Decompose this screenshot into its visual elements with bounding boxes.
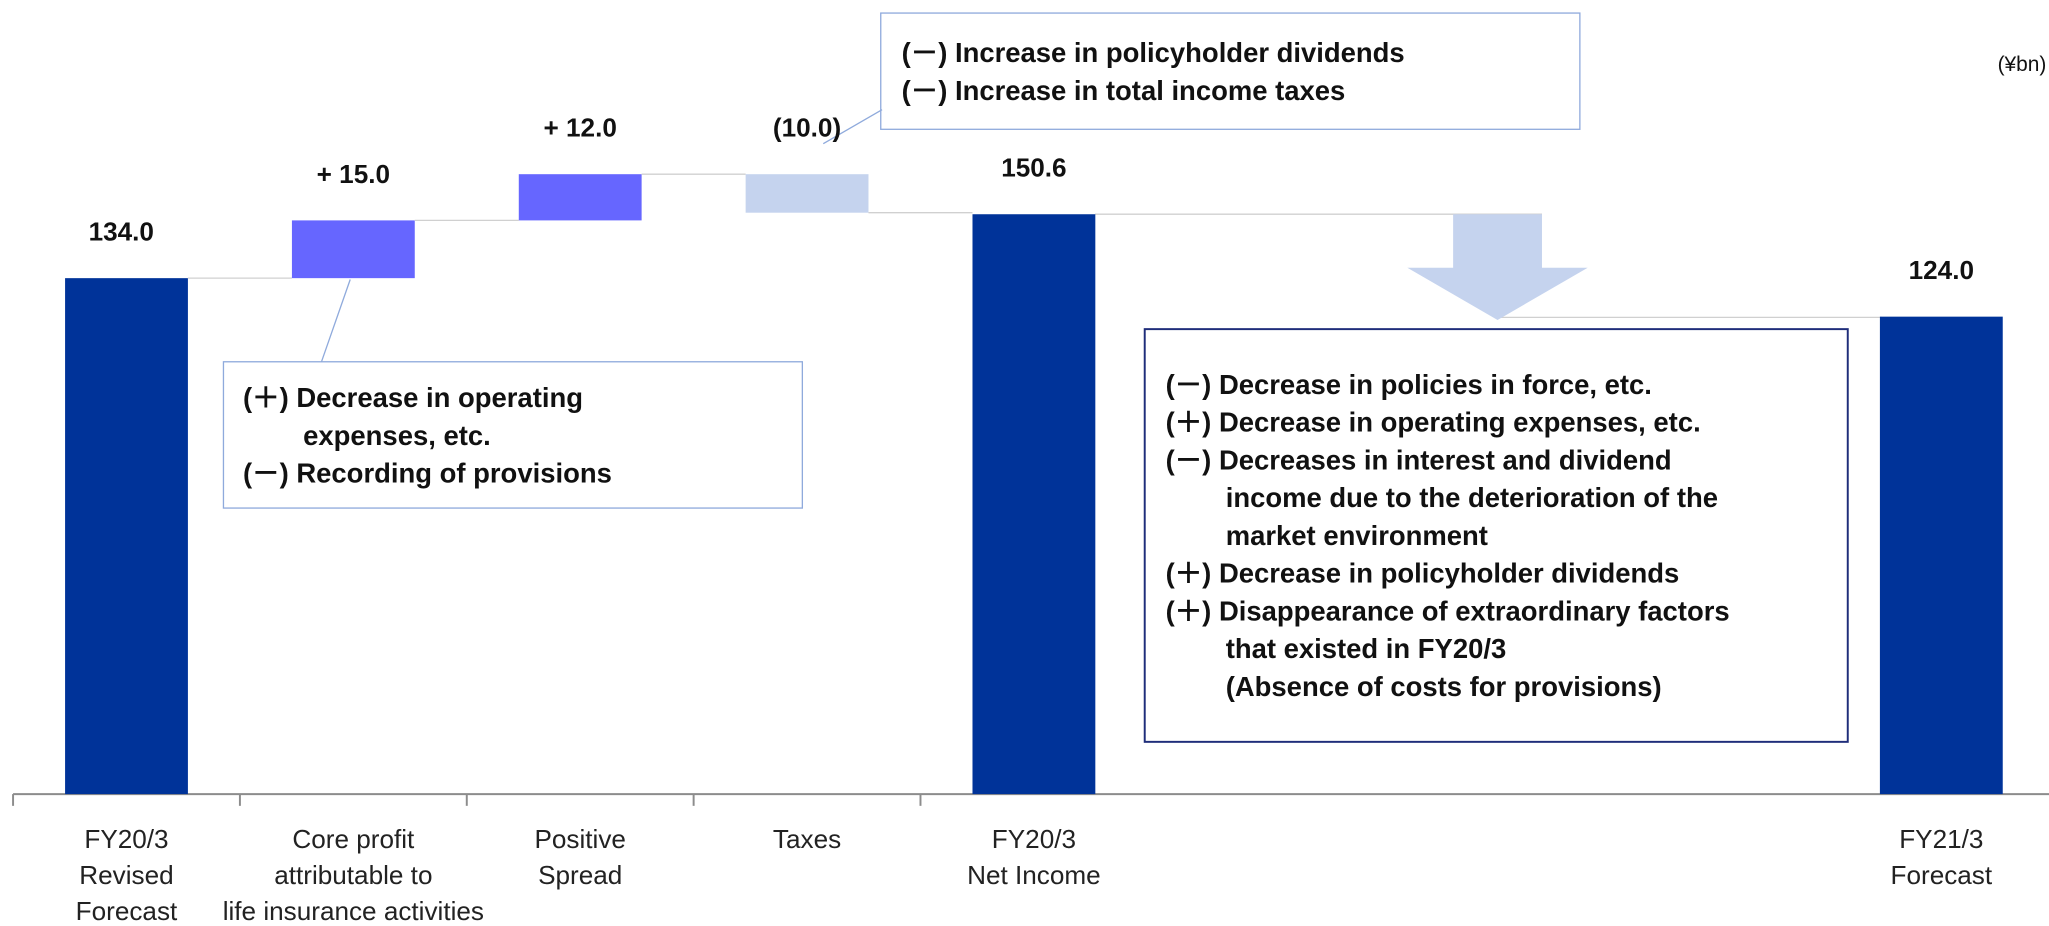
x-tick-label: FY20/3 [992,824,1076,854]
data-label: + 12.0 [544,113,617,143]
x-tick-label: life insurance activities [223,896,484,926]
annotation-text: that existed in FY20/3 [1226,633,1506,664]
annotation-text: (＋) Decrease in policyholder dividends [1166,558,1680,589]
bar [291,220,415,279]
x-tick-label: Taxes [773,824,841,854]
annotation-text: (－) Decrease in policies in force, etc. [1166,369,1652,400]
bar [65,278,188,795]
leader-line [822,109,883,145]
x-tick-label: attributable to [274,860,432,890]
annotation-text: (－) Increase in total income taxes [902,75,1346,106]
data-label: + 15.0 [317,159,390,189]
x-tick-label: Spread [538,860,622,890]
data-label: 150.6 [1001,153,1066,183]
data-label: 134.0 [89,217,154,247]
down-arrow [1407,214,1588,320]
bar [1879,316,2003,795]
annotation-text: (－) Recording of provisions [243,458,612,489]
x-tick-label: Revised [79,860,173,890]
x-tick-label: Core profit [292,824,415,854]
x-tick-label: Positive [534,824,625,854]
data-label: (10.0) [773,113,841,143]
leader-line [320,279,351,362]
bar [745,174,869,213]
x-tick-label: Net Income [967,860,1101,890]
unit-label: (¥bn) [1998,53,2047,76]
annotation-text: (－) Decreases in interest and dividend [1166,444,1672,475]
annotation-text: expenses, etc. [303,420,491,451]
x-tick-label: FY20/3 [84,824,168,854]
bar [972,214,1096,795]
annotation-text: income due to the deterioration of the [1226,482,1718,513]
x-tick-label: Forecast [76,896,178,926]
annotation-text: (＋) Decrease in operating [243,382,583,413]
x-tick-label: FY21/3 [1899,824,1983,854]
annotation-box [1143,328,1849,743]
x-tick-label: Forecast [1891,860,1993,890]
data-label: 124.0 [1909,255,1974,285]
bar [518,174,642,221]
annotation-text: (＋) Disappearance of extraordinary facto… [1166,595,1730,626]
annotation-text: (＋) Decrease in operating expenses, etc. [1166,407,1701,438]
annotation-text: (Absence of costs for provisions) [1226,671,1662,702]
annotation-text: (－) Increase in policyholder dividends [902,37,1405,68]
annotation-box [880,12,1581,130]
annotation-box [222,361,804,509]
annotation-text: market environment [1226,520,1488,551]
